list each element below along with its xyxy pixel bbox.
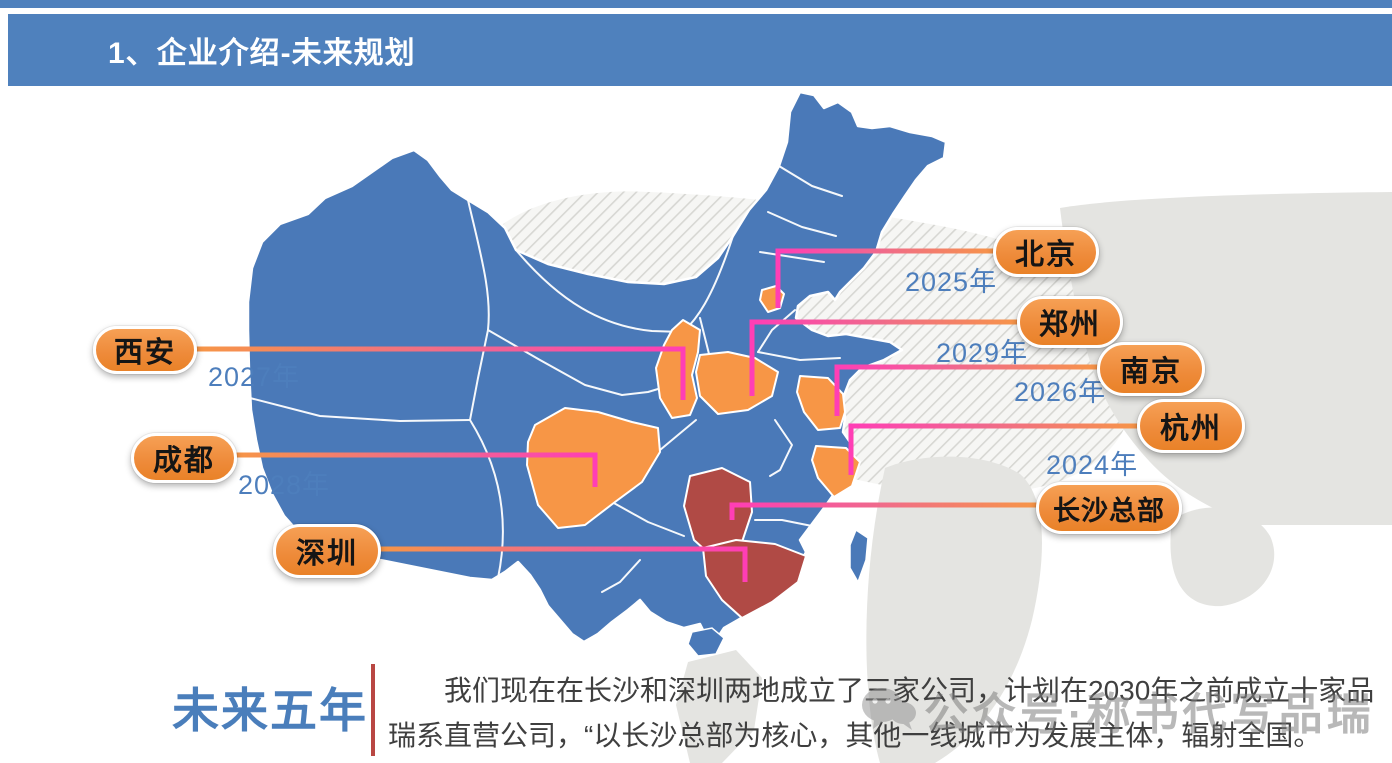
city-label-changsha-hq: 长沙总部 xyxy=(1036,482,1182,534)
vertical-divider xyxy=(371,664,375,756)
top-accent-strip xyxy=(0,0,1392,8)
city-label-beijing: 北京 xyxy=(993,227,1099,277)
city-label-xian: 西安 xyxy=(93,326,197,374)
background-landmass-indochina xyxy=(676,650,762,763)
province-jiangsu xyxy=(796,375,846,431)
future-five-years-heading: 未来五年 xyxy=(172,684,368,737)
footer-paragraph: 我们现在在长沙和深圳两地成立了三家公司，计划在2030年之前成立十家品瑞系直营公… xyxy=(388,675,1375,751)
province-henan xyxy=(695,351,779,415)
year-label-xian: 2027年 xyxy=(208,362,301,392)
city-label-chengdu: 成都 xyxy=(131,433,237,483)
year-label-chengdu: 2028年 xyxy=(238,470,331,500)
province-guangdong xyxy=(702,539,807,619)
connector-hangzhou xyxy=(848,423,1142,475)
background-landmass-australia xyxy=(1170,507,1275,607)
city-label-nanjing: 南京 xyxy=(1097,342,1205,396)
island-taiwan xyxy=(849,528,869,584)
year-label-zhengzhou: 2029年 xyxy=(936,338,1029,368)
connector-chengdu xyxy=(233,452,598,487)
connector-zhengzhou xyxy=(749,319,1022,396)
city-label-hangzhou: 杭州 xyxy=(1137,399,1245,453)
year-label-nanjing: 2026年 xyxy=(1014,377,1107,407)
page-title: 1、企业介绍-未来规划 xyxy=(108,37,416,70)
year-label-hangzhou: 2024年 xyxy=(1046,450,1139,480)
province-shaanxi xyxy=(655,319,701,419)
year-label-beijing: 2025年 xyxy=(905,267,998,297)
connector-lines xyxy=(195,248,1142,582)
connector-nanjing xyxy=(834,364,1102,416)
island-hainan xyxy=(687,627,725,657)
footer-section: 未来五年 我们现在在长沙和深圳两地成立了三家公司，计划在2030年之前成立十家品… xyxy=(0,660,1392,763)
city-label-zhengzhou: 郑州 xyxy=(1017,296,1123,348)
city-label-shenzhen: 深圳 xyxy=(273,524,381,578)
title-bar: 1、企业介绍-未来规划 xyxy=(8,14,1392,86)
connector-xian xyxy=(195,346,686,400)
connector-beijing xyxy=(775,248,998,308)
connector-changsha xyxy=(729,502,1040,520)
connector-shenzhen xyxy=(378,546,748,582)
province-zhejiang xyxy=(811,445,861,498)
background-island-madagascar xyxy=(983,528,1001,564)
